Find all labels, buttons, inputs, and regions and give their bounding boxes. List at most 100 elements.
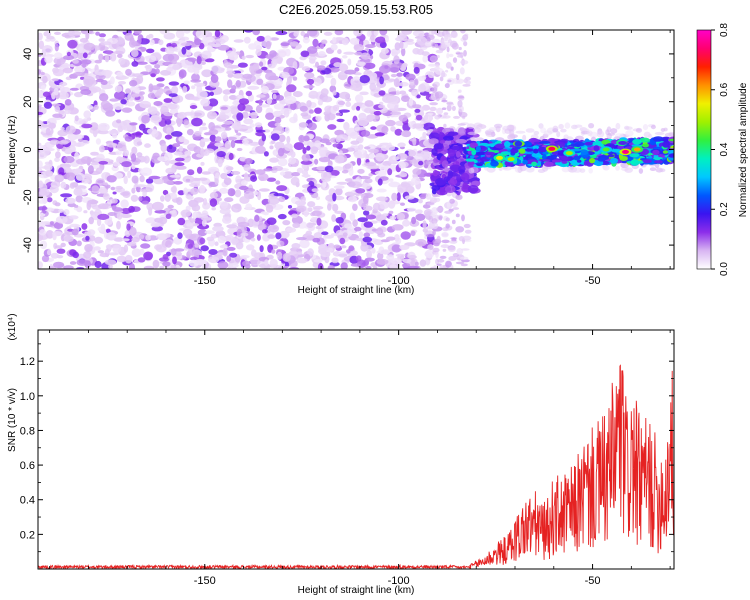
heatmap-cell (65, 125, 76, 134)
heatmap-cell (271, 59, 278, 65)
heatmap-cell (308, 90, 319, 99)
heatmap-cell (431, 218, 438, 225)
heatmap-cell (147, 92, 157, 99)
heatmap-cell (209, 43, 222, 48)
heatmap-cell (43, 101, 53, 109)
y-tick-label: 20 (22, 96, 34, 108)
heatmap-cell (237, 103, 246, 112)
heatmap-cell (452, 57, 458, 63)
heatmap-cell (244, 264, 251, 269)
heatmap-cell (414, 78, 419, 86)
heatmap-cell (129, 263, 135, 269)
heatmap-cell (268, 224, 280, 233)
heatmap-cell (273, 103, 285, 110)
heatmap-cell (225, 127, 232, 131)
heatmap-cell (485, 132, 496, 138)
heatmap-cell (264, 259, 269, 266)
heatmap-cell (156, 233, 168, 241)
heatmap-cell (233, 139, 245, 144)
heatmap-cell (181, 46, 187, 55)
heatmap-cell (396, 212, 406, 221)
heatmap-cell (270, 133, 280, 141)
heatmap-cell (358, 112, 367, 120)
heatmap-cell (382, 213, 389, 217)
heatmap-cell (38, 206, 48, 211)
heatmap-cell (363, 221, 373, 228)
colorbar-tick-label: 0.8 (719, 23, 730, 37)
snr-y-ticks: 0.2 0.4 0.6 0.8 1.0 1.2 (20, 343, 674, 553)
heatmap-cell (334, 30, 344, 36)
heatmap-cell (659, 168, 666, 173)
heatmap-cell (120, 213, 132, 218)
colorbar-tick-label: 0.4 (719, 142, 730, 156)
heatmap-cell (447, 79, 452, 83)
heatmap-cell (54, 245, 63, 249)
heatmap-cell (650, 124, 656, 130)
heatmap-cell (196, 56, 202, 65)
heatmap-cell (391, 244, 402, 253)
heatmap-cell (131, 49, 139, 58)
heatmap-cell (125, 68, 132, 76)
heatmap-cell (548, 146, 556, 151)
heatmap-cell (116, 119, 122, 124)
heatmap-cell (255, 45, 263, 51)
heatmap-cell (129, 80, 138, 87)
heatmap-cell (350, 84, 357, 91)
heatmap-cell (378, 90, 386, 96)
heatmap-cell (632, 139, 642, 145)
heatmap-cell (112, 207, 123, 212)
heatmap-cell (352, 219, 358, 228)
heatmap-cell (418, 199, 423, 204)
heatmap-cell (254, 145, 266, 154)
heatmap-cell (276, 251, 283, 260)
heatmap-cell (263, 151, 269, 157)
heatmap-cell (293, 113, 298, 122)
heatmap-cell (40, 85, 46, 90)
heatmap-cell (444, 83, 450, 89)
heatmap-cell (97, 122, 110, 132)
heatmap-cell (426, 34, 435, 41)
heatmap-cell (170, 248, 177, 256)
heatmap-cell (107, 212, 117, 216)
heatmap-cell (432, 230, 436, 236)
heatmap-cell (265, 112, 275, 120)
heatmap-cell (48, 122, 56, 129)
heatmap-cell (450, 264, 454, 269)
heatmap-cell (362, 236, 373, 243)
heatmap-cell (634, 160, 645, 164)
heatmap-cell (38, 180, 43, 188)
heatmap-cell (537, 146, 548, 153)
heatmap-cell (200, 138, 211, 142)
heatmap-cell (458, 46, 462, 51)
heatmap-cell (271, 249, 276, 254)
heatmap-cell (437, 258, 445, 263)
heatmap-cell (289, 41, 299, 47)
heatmap-cell (139, 248, 145, 255)
heatmap-cell (344, 163, 352, 169)
heatmap-cell (243, 164, 251, 172)
heatmap-cell (53, 52, 63, 59)
heatmap-cell (518, 148, 526, 154)
heatmap-cell (127, 170, 132, 179)
heatmap-cell (163, 112, 174, 117)
heatmap-cell (425, 193, 432, 200)
heatmap-cell (44, 163, 53, 171)
heatmap-cell (80, 30, 93, 35)
heatmap-cell (222, 89, 232, 95)
heatmap-cell (214, 30, 221, 38)
heatmap-cell (151, 226, 163, 232)
heatmap-cell (335, 217, 344, 224)
heatmap-cell (354, 67, 360, 72)
heatmap-cell (199, 126, 203, 133)
heatmap-cell (78, 46, 84, 54)
heatmap-cell (432, 169, 439, 177)
heatmap-cell (356, 157, 362, 166)
heatmap-cell (336, 134, 349, 142)
heatmap-cell (313, 259, 323, 263)
heatmap-cell (116, 255, 127, 263)
heatmap-cell (168, 81, 180, 86)
heatmap-cell (369, 35, 375, 41)
heatmap-cell (537, 169, 546, 173)
heatmap-cell (336, 181, 348, 185)
heatmap-cell (336, 118, 345, 123)
